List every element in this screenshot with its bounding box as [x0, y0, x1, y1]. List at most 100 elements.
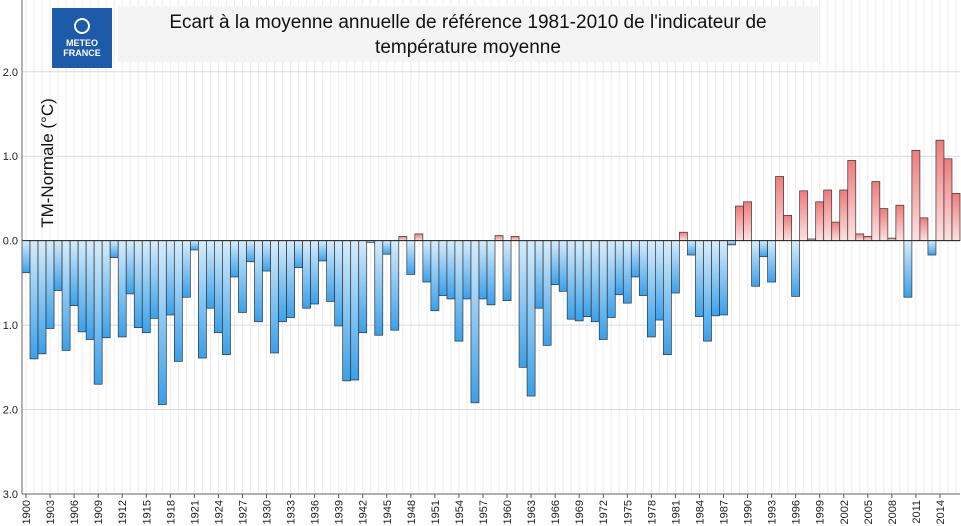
bar — [919, 217, 929, 242]
x-tick-label: 1963 — [526, 500, 538, 524]
bar — [815, 201, 825, 242]
bar — [518, 240, 528, 368]
bar — [927, 240, 937, 256]
bar — [590, 240, 600, 323]
bar — [895, 204, 905, 242]
y-tick-label: 2.0 — [3, 405, 18, 417]
x-tick-label: 1903 — [45, 500, 57, 524]
x-tick-label: 2008 — [887, 500, 899, 524]
bar — [222, 240, 231, 356]
x-tick-label: 1951 — [430, 500, 442, 524]
bar — [871, 181, 881, 242]
x-tick-label: 1969 — [574, 500, 586, 524]
bar — [342, 240, 352, 382]
bar — [671, 240, 680, 294]
x-tick-label: 1915 — [141, 500, 153, 524]
y-tick-label: 0.0 — [3, 236, 18, 248]
bar — [141, 240, 151, 334]
bar — [542, 240, 552, 346]
bar — [21, 240, 31, 274]
x-tick-label: 1909 — [93, 500, 105, 524]
bar — [638, 240, 648, 296]
bar — [606, 240, 616, 318]
y-tick-label: 1.0 — [3, 151, 18, 163]
bar — [558, 240, 568, 292]
x-tick-label: 1999 — [815, 500, 827, 524]
bar — [181, 240, 191, 298]
bar — [911, 149, 921, 242]
bar — [69, 240, 79, 307]
x-tick-label: 1966 — [550, 500, 562, 524]
bar — [230, 240, 239, 278]
x-tick-label: 1921 — [189, 500, 201, 524]
bar — [374, 240, 384, 336]
bar — [206, 240, 215, 309]
bar — [430, 240, 440, 312]
bar — [414, 233, 424, 242]
bar — [478, 240, 488, 300]
bar — [791, 240, 801, 297]
bar — [719, 240, 728, 316]
x-tick-label: 1987 — [718, 500, 730, 524]
bar — [711, 240, 720, 317]
logo-text: FRANCE — [63, 48, 101, 58]
bar — [422, 240, 432, 283]
x-tick-label: 1942 — [358, 500, 370, 524]
bar — [109, 240, 119, 258]
x-tick-label: 1939 — [334, 500, 346, 524]
bar — [831, 221, 841, 242]
bar — [823, 189, 833, 242]
x-tick-label: 1972 — [598, 500, 610, 524]
x-tick-label: 2014 — [935, 500, 947, 524]
bar — [101, 240, 111, 339]
bar — [663, 240, 672, 356]
bar — [679, 231, 688, 242]
bar — [550, 240, 560, 285]
bar — [117, 240, 127, 338]
y-axis-label: TM-Normale (°C) — [38, 98, 57, 228]
bar — [382, 240, 392, 255]
bar — [446, 240, 456, 300]
bar — [61, 240, 71, 351]
bar — [614, 240, 624, 296]
x-tick-label: 1981 — [670, 500, 682, 524]
bar — [462, 240, 472, 300]
y-tick-label: 3.0 — [3, 489, 18, 501]
x-tick-label: 1936 — [310, 500, 322, 524]
x-tick-label: 1945 — [382, 500, 394, 524]
x-tick-label: 1918 — [165, 500, 177, 524]
bar — [759, 240, 768, 258]
x-tick-label: 1960 — [502, 500, 514, 524]
bar — [783, 214, 792, 242]
bar — [390, 240, 400, 331]
bar — [687, 240, 696, 256]
bar — [574, 240, 584, 322]
x-tick-label: 1933 — [286, 500, 298, 524]
x-tick-label: 1948 — [406, 500, 418, 524]
x-tick-label: 1996 — [791, 500, 803, 524]
bar — [839, 189, 849, 242]
x-tick-label: 1990 — [743, 500, 755, 524]
bar — [630, 240, 640, 278]
bar — [695, 240, 704, 318]
logo-text: METEO — [66, 38, 98, 48]
bar — [454, 240, 464, 342]
bar — [190, 240, 199, 251]
bar — [951, 193, 961, 242]
bar — [598, 240, 608, 340]
bar — [727, 240, 736, 246]
bar — [847, 160, 857, 242]
bar — [318, 240, 327, 262]
bar — [406, 240, 416, 275]
x-tick-label: 1930 — [262, 500, 274, 524]
bar — [302, 240, 311, 309]
bar — [799, 190, 809, 242]
y-tick-label: 2.0 — [3, 67, 18, 79]
bar — [149, 240, 159, 319]
bar — [77, 240, 87, 333]
bar — [125, 240, 135, 295]
bar — [622, 240, 632, 304]
x-tick-label: 1924 — [213, 500, 225, 524]
bar — [646, 240, 656, 338]
